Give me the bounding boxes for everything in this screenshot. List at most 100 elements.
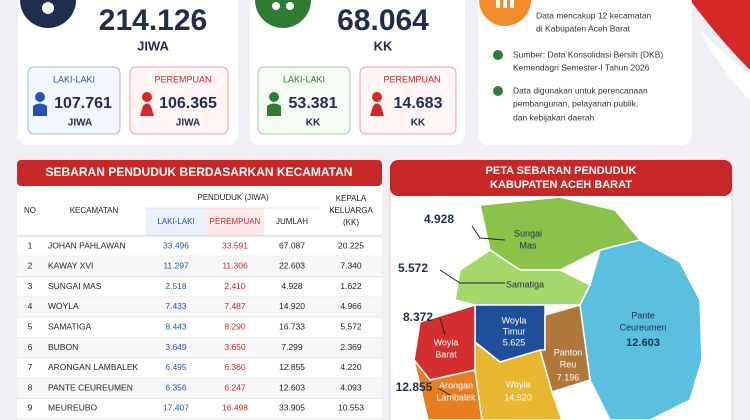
cell-total: 67.087 <box>279 240 305 250</box>
info-note: pembangunan, pelayanan publik, <box>513 98 638 108</box>
cell-district: SAMATIGA <box>48 321 92 331</box>
households-male-card <box>257 66 351 135</box>
cell-total: 12.603 <box>279 382 305 392</box>
header-population: PENDUDUK (JIWA) <box>197 193 269 202</box>
info-coverage: Data mencakup 12 kecamatan <box>536 10 652 20</box>
population-male-unit: JIWA <box>68 118 92 129</box>
cell-district: SUNGAI MAS <box>48 281 102 291</box>
row-stripe <box>17 337 382 358</box>
cell-female: 6.360 <box>224 362 246 372</box>
cell-no: 1 <box>28 240 33 250</box>
region-label: Ceureumen <box>619 322 666 332</box>
callout-value: 4.928 <box>424 212 454 226</box>
row-stripe <box>17 378 382 399</box>
region-value: 12.603 <box>626 337 660 349</box>
households-female-card <box>359 66 457 135</box>
info-icon-bar <box>496 0 500 8</box>
cell-district: MEUREUBO <box>48 403 98 413</box>
cell-district: WOYLA <box>48 301 79 311</box>
flag-red <box>690 0 750 70</box>
female-header-bg <box>205 208 264 236</box>
header-no: NO <box>24 206 36 215</box>
cell-no: 8 <box>28 382 33 392</box>
callouts: 4.928 5.572 8.372 12.855 <box>396 212 455 394</box>
cell-female: 11.306 <box>222 261 248 271</box>
region-label: Barat <box>435 349 457 359</box>
cell-no: 3 <box>28 281 33 291</box>
region-label: Panton <box>554 347 583 357</box>
region-label: Timur <box>503 326 526 336</box>
cell-total: 7.299 <box>281 342 303 352</box>
region-label: Woyla <box>506 379 531 389</box>
map-shapes <box>413 196 703 420</box>
population-female-card <box>129 66 229 135</box>
cell-male: 33.496 <box>163 240 189 250</box>
cell-households: 1.622 <box>340 281 362 291</box>
region-value: 7.196 <box>557 372 580 382</box>
households-male-unit: KK <box>306 118 321 129</box>
population-male-card <box>27 66 121 135</box>
cell-households: 5.572 <box>340 321 362 331</box>
header-households: KELUARGA <box>329 206 373 215</box>
region-value: 5.625 <box>503 337 526 347</box>
header-district: KECAMATAN <box>70 206 119 215</box>
region-pante-ceureumen <box>579 239 703 420</box>
table-background <box>17 160 382 420</box>
region-value: 14.920 <box>504 392 532 402</box>
callout-line <box>439 317 446 336</box>
female-icon-body <box>370 103 384 116</box>
population-female-unit: JIWA <box>176 118 200 129</box>
region-woyla <box>474 340 563 420</box>
male-header-bg <box>146 208 205 236</box>
female-icon <box>142 92 152 102</box>
cell-female: 6.247 <box>224 382 246 392</box>
region-label: Woyla <box>434 337 459 347</box>
map-title-bar <box>390 160 732 196</box>
cell-female: 8.290 <box>224 321 246 331</box>
info-card <box>478 0 692 145</box>
cell-total: 33.905 <box>279 403 305 413</box>
header-households: KEPALA <box>336 194 367 203</box>
callout-line <box>437 387 451 396</box>
cell-male: 6.495 <box>165 362 187 372</box>
table-title: SEBARAN PENDUDUK BERDASARKAN KECAMATAN <box>46 165 353 179</box>
population-male-label: LAKI-LAKI <box>53 74 95 84</box>
population-male-value: 107.761 <box>54 95 112 112</box>
flag-white <box>700 30 750 100</box>
callout-value: 5.572 <box>398 261 428 275</box>
cell-male: 17.407 <box>163 403 189 413</box>
cell-female: 7.487 <box>224 301 246 311</box>
cell-district: PANTE CEUREUMEN <box>48 382 133 392</box>
info-note: Data digunakan untuk perencanaan <box>513 85 648 95</box>
households-female-label: PEREMPUAN <box>383 74 440 84</box>
cell-no: 6 <box>28 342 33 352</box>
header-male: LAKI-LAKI <box>157 217 194 226</box>
cell-households: 10.553 <box>338 403 364 413</box>
map-title: PETA SEBARAN PENDUDUK <box>486 165 637 177</box>
row-stripe <box>17 256 382 277</box>
households-female-unit: KK <box>411 118 426 129</box>
cell-female: 16.498 <box>222 403 248 413</box>
cell-total: 4.928 <box>281 281 303 291</box>
region-label: Lambalek <box>436 392 476 402</box>
cell-male: 11.297 <box>163 261 189 271</box>
cell-households: 20.225 <box>338 240 364 250</box>
region-label: Mas <box>519 240 537 250</box>
cell-female: 2.410 <box>224 281 246 291</box>
map-title: KABUPATEN ACEH BARAT <box>490 179 632 191</box>
cell-no: 9 <box>28 403 33 413</box>
cell-district: ARONGAN LAMBALEK <box>48 362 139 372</box>
callout-value: 12.855 <box>396 380 433 394</box>
district-table: SEBARAN PENDUDUK BERDASARKAN KECAMATAN N… <box>17 160 382 420</box>
region-label: Reu <box>560 359 577 369</box>
info-note: Kemendagri Semester-I Tahun 2026 <box>513 62 650 72</box>
cell-total: 14.920 <box>279 301 305 311</box>
cell-households: 4.220 <box>340 362 362 372</box>
cell-district: BUBON <box>48 342 78 352</box>
households-icon-person <box>286 2 294 10</box>
header-total: JUMLAH <box>276 217 308 226</box>
households-icon <box>255 0 311 28</box>
cell-female: 3.650 <box>224 342 246 352</box>
male-icon-body <box>33 103 47 116</box>
cell-male: 8.443 <box>165 321 187 331</box>
